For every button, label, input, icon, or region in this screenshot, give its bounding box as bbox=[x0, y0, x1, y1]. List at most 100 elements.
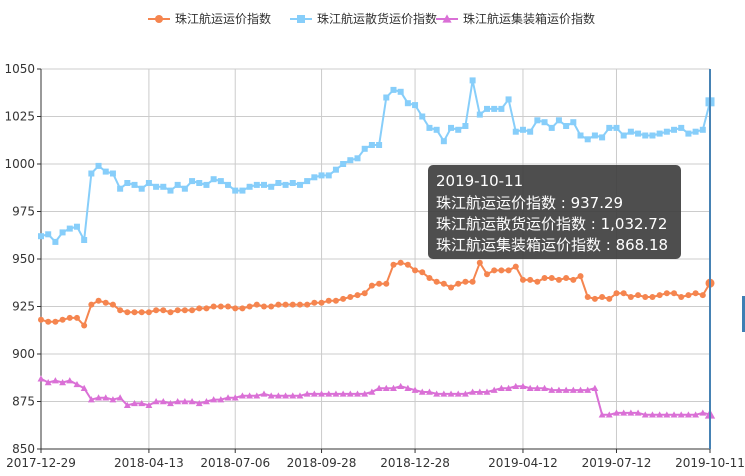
data-point bbox=[390, 86, 397, 93]
data-point bbox=[418, 388, 426, 395]
data-point bbox=[66, 314, 73, 321]
data-point bbox=[167, 399, 174, 407]
data-point bbox=[555, 117, 562, 124]
data-point bbox=[577, 386, 584, 393]
data-point bbox=[569, 386, 577, 393]
data-point bbox=[109, 396, 117, 403]
data-point bbox=[304, 178, 311, 185]
data-point bbox=[376, 280, 383, 287]
data-point bbox=[491, 105, 498, 112]
series-line bbox=[40, 260, 711, 328]
tooltip-date: 2019-10-11 bbox=[436, 172, 523, 190]
data-point bbox=[109, 301, 116, 308]
series-layer bbox=[37, 77, 716, 419]
data-point bbox=[282, 181, 289, 188]
data-point bbox=[505, 96, 512, 103]
data-point bbox=[555, 386, 563, 393]
data-point bbox=[627, 128, 634, 135]
data-point bbox=[361, 390, 369, 397]
data-point bbox=[275, 301, 282, 308]
data-point bbox=[318, 172, 325, 179]
data-point bbox=[641, 411, 649, 418]
data-point bbox=[260, 390, 268, 397]
data-point bbox=[440, 280, 447, 287]
data-point bbox=[605, 411, 613, 418]
data-point bbox=[476, 388, 484, 395]
tooltip-line: 珠江航运散货运价指数 : 1,032.72 bbox=[436, 215, 667, 233]
data-point bbox=[174, 181, 181, 188]
data-point bbox=[397, 259, 404, 266]
data-point bbox=[469, 388, 477, 395]
x-tick-label: 2017-12-29 bbox=[6, 456, 76, 470]
data-point bbox=[188, 398, 196, 405]
data-point bbox=[38, 233, 44, 240]
x-tick-label: 2018-07-06 bbox=[200, 456, 270, 470]
data-point bbox=[210, 176, 217, 183]
data-point bbox=[390, 384, 397, 391]
data-point bbox=[692, 128, 699, 135]
data-point bbox=[627, 409, 635, 416]
data-point bbox=[332, 390, 340, 397]
data-point bbox=[613, 409, 620, 416]
data-point bbox=[541, 384, 548, 391]
data-point bbox=[692, 290, 699, 297]
data-point bbox=[512, 263, 519, 270]
data-point bbox=[66, 225, 73, 232]
data-point bbox=[318, 390, 325, 397]
data-point bbox=[217, 178, 224, 185]
data-point bbox=[87, 396, 95, 403]
data-point bbox=[613, 124, 620, 131]
legend[interactable]: 珠江航运运价指数 珠江航运散货运价指数 珠江航运集装箱运价指数 bbox=[148, 11, 595, 26]
data-point bbox=[678, 294, 685, 300]
data-point bbox=[253, 301, 260, 308]
data-point bbox=[138, 399, 146, 407]
data-point bbox=[368, 282, 375, 289]
data-point bbox=[52, 318, 59, 325]
legend-label: 珠江航运集装箱运价指数 bbox=[463, 11, 595, 26]
data-point bbox=[397, 88, 404, 95]
data-point bbox=[354, 390, 361, 397]
data-point bbox=[167, 187, 174, 194]
data-point bbox=[38, 316, 44, 323]
data-point bbox=[59, 316, 66, 323]
data-point bbox=[591, 132, 598, 139]
scrollbar-handle[interactable] bbox=[742, 296, 745, 332]
data-point bbox=[684, 411, 692, 418]
legend-label: 珠江航运散货运价指数 bbox=[317, 11, 437, 26]
data-point bbox=[296, 181, 303, 188]
data-point bbox=[225, 181, 232, 188]
data-point bbox=[296, 301, 303, 308]
data-point bbox=[635, 292, 642, 299]
data-point bbox=[469, 77, 476, 84]
data-point bbox=[497, 384, 505, 391]
axes: 850 875 900 925 950 975 1000 1025 1050 2017-12-29… bbox=[4, 62, 744, 470]
data-point bbox=[153, 307, 160, 314]
data-point bbox=[368, 388, 376, 395]
data-point bbox=[635, 130, 642, 137]
data-point bbox=[361, 145, 368, 152]
data-point bbox=[368, 142, 375, 148]
data-point bbox=[411, 386, 419, 393]
data-point bbox=[555, 276, 562, 283]
data-point bbox=[476, 259, 483, 266]
y-tick-label: 875 bbox=[12, 395, 35, 409]
data-point bbox=[261, 303, 267, 310]
data-point bbox=[310, 390, 318, 397]
data-point bbox=[412, 102, 419, 109]
x-tick-label: 2018-09-28 bbox=[287, 456, 357, 470]
data-point bbox=[440, 390, 448, 397]
data-point bbox=[44, 379, 52, 386]
y-tick-label: 900 bbox=[12, 347, 35, 361]
data-point bbox=[253, 392, 261, 399]
x-tick-label: 2019-04-12 bbox=[488, 456, 558, 470]
data-point bbox=[217, 303, 224, 310]
data-point bbox=[397, 382, 405, 390]
data-point bbox=[692, 411, 700, 418]
data-point bbox=[268, 303, 275, 310]
data-point bbox=[670, 411, 678, 418]
data-point bbox=[45, 318, 52, 325]
data-point bbox=[325, 297, 332, 304]
data-point bbox=[419, 113, 426, 120]
y-tick-label: 975 bbox=[12, 205, 35, 219]
